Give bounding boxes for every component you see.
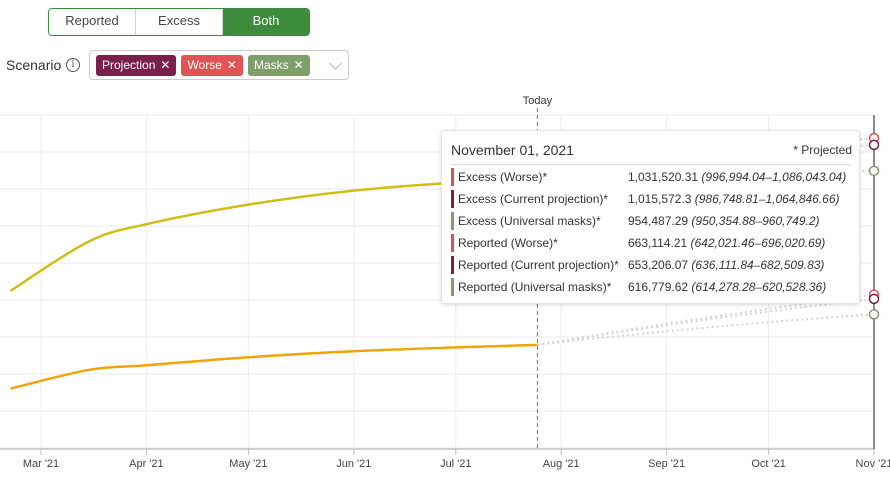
tooltip-divider (450, 164, 851, 165)
x-tick-label: Oct '21 (751, 458, 786, 470)
tooltip-value: 1,031,520.31 (628, 170, 702, 184)
series-swatch (451, 278, 454, 296)
tooltip-ci: (642,021.46–696,020.69) (690, 236, 826, 250)
tooltip-value: 954,487.29 (628, 214, 692, 228)
tooltip-projected-note: * Projected (793, 143, 852, 157)
chip-label: Projection (102, 57, 156, 72)
tooltip-row-value: 653,206.07 (636,111.84–682,509.83) (628, 256, 824, 274)
tooltip-row-value: 954,487.29 (950,354.88–960,749.2) (628, 212, 820, 230)
projection-point (868, 309, 880, 320)
x-tick-label: Mar '21 (23, 458, 59, 470)
scenario-label: Scenario (6, 57, 62, 73)
tooltip-row-label: Reported (Universal masks)* (458, 280, 612, 294)
tooltip-ci: (986,748.81–1,064,846.66) (694, 192, 840, 206)
tooltip-row-label: Excess (Worse)* (458, 170, 548, 184)
series-swatch (451, 256, 454, 274)
x-tick-label: May '21 (229, 458, 267, 470)
tooltip-row-value: 1,031,520.31 (996,994.04–1,086,043.04) (628, 168, 846, 186)
toggle-both[interactable]: Both (223, 9, 309, 35)
x-tick-label: Aug '21 (543, 458, 580, 470)
series-swatch (451, 234, 454, 252)
tooltip-row-value: 616,779.62 (614,278.28–620,528.36) (628, 278, 826, 296)
remove-icon[interactable]: ✕ (293, 57, 304, 72)
x-ticks: Mar '21 Apr '21 May '21 Jun '21 Jul '21 Aug '… (23, 449, 890, 470)
tooltip-row-value: 663,114.21 (642,021.46–696,020.69) (628, 234, 825, 252)
x-tick-label: Jun '21 (336, 458, 371, 470)
chip-label: Masks (253, 57, 289, 72)
projection-point (868, 165, 880, 177)
series-swatch (451, 190, 454, 208)
chip-masks[interactable]: Masks ✕ (247, 54, 310, 76)
tooltip-row-label: Reported (Worse)* (458, 236, 558, 250)
chip-label: Worse (187, 57, 222, 72)
tooltip-row-label: Excess (Universal masks)* (458, 214, 601, 228)
remove-icon[interactable]: ✕ (226, 57, 237, 72)
tooltip-row-value: 1,015,572.3 (986,748.81–1,064,846.66) (628, 190, 840, 208)
tooltip-row-label: Reported (Current projection)* (458, 258, 619, 272)
x-tick-label: Sep '21 (648, 458, 685, 470)
series-line-reported (10, 343, 538, 390)
projection-point (868, 293, 880, 305)
x-tick-label: Apr '21 (129, 458, 164, 470)
projection-line (537, 297, 875, 346)
toggle-excess[interactable]: Excess (136, 9, 223, 35)
toggle-reported[interactable]: Reported (49, 9, 136, 35)
tooltip-ci: (950,354.88–960,749.2) (691, 214, 820, 228)
projection-point (868, 139, 880, 151)
scenario-select[interactable]: Projection ✕ Worse ✕ Masks ✕ (89, 50, 349, 80)
tooltip: November 01, 2021 * Projected Excess (Wo… (441, 130, 860, 304)
tooltip-row-label: Excess (Current projection)* (458, 192, 609, 206)
today-label: Today (523, 95, 553, 107)
remove-icon[interactable]: ✕ (160, 57, 171, 72)
x-tick-label: Jul '21 (440, 458, 471, 470)
x-tick-label: Nov '21 (856, 458, 890, 470)
tooltip-date: November 01, 2021 (451, 142, 574, 158)
tooltip-value: 1,015,572.3 (628, 192, 695, 206)
tooltip-ci: (636,111.84–682,509.83) (691, 258, 825, 272)
series-swatch (451, 168, 454, 186)
series-swatch (451, 212, 454, 230)
metric-toggle: Reported Excess Both (48, 8, 310, 36)
chip-projection[interactable]: Projection ✕ (96, 54, 177, 76)
tooltip-ci: (614,278.28–620,528.36) (691, 280, 827, 294)
tooltip-value: 663,114.21 (628, 236, 691, 250)
info-icon[interactable]: i (66, 58, 80, 72)
chip-worse[interactable]: Worse ✕ (181, 54, 243, 76)
tooltip-value: 616,779.62 (628, 280, 692, 294)
tooltip-ci: (996,994.04–1,086,043.04) (701, 170, 847, 184)
tooltip-value: 653,206.07 (628, 258, 692, 272)
